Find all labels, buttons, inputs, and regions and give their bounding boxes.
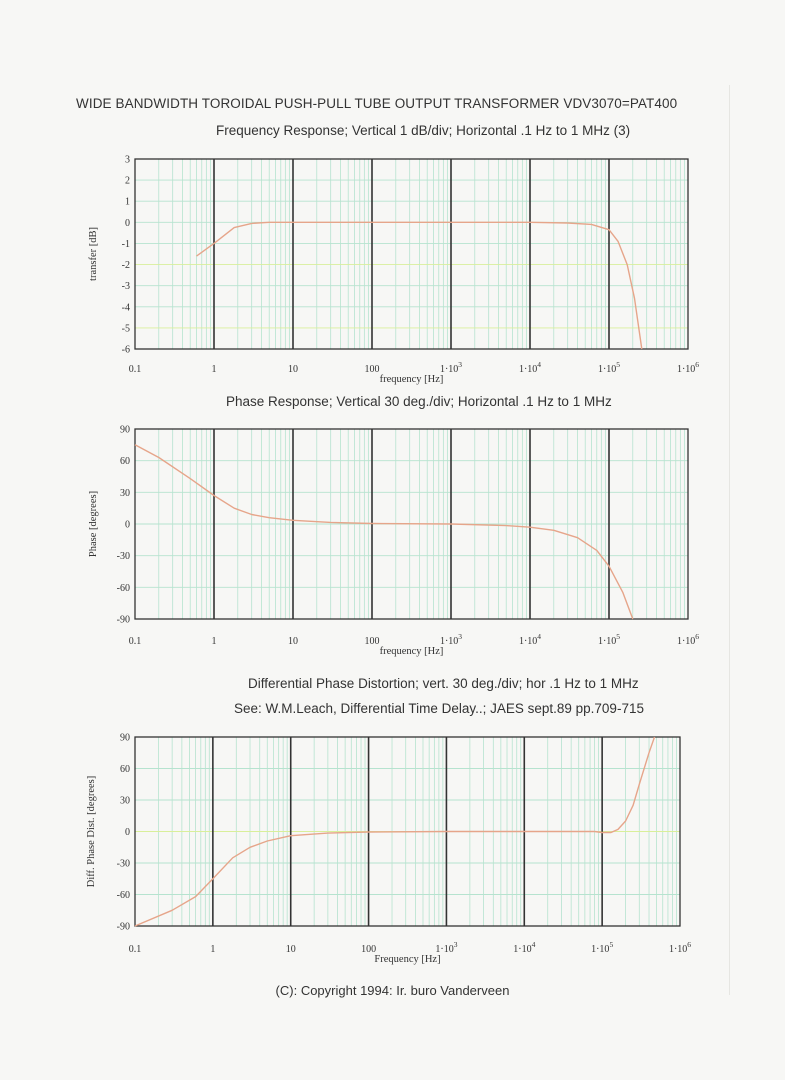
- x-tick-label: 0.1: [129, 636, 142, 647]
- y-tick-label: 3: [125, 155, 130, 166]
- y-tick-label: -60: [117, 583, 130, 594]
- y-tick-label: -30: [117, 551, 130, 562]
- y-axis-label: transfer [dB]: [88, 227, 99, 281]
- chart-1-title: Frequency Response; Vertical 1 dB/div; H…: [216, 123, 631, 138]
- x-tick-label: 0.1: [129, 364, 142, 375]
- y-tick-label: -90: [117, 922, 130, 933]
- x-tick-label: 1·103: [440, 360, 462, 375]
- y-tick-label: -30: [117, 859, 130, 870]
- y-tick-label: 60: [120, 456, 130, 467]
- chart-3-subtitle: See: W.M.Leach, Differential Time Delay.…: [234, 701, 644, 716]
- x-tick-label: 1·105: [598, 632, 620, 647]
- y-tick-label: 90: [120, 425, 130, 436]
- x-tick-label: 1·104: [519, 360, 541, 375]
- y-tick-label: 30: [120, 796, 130, 807]
- x-tick-label: 100: [365, 364, 380, 375]
- x-tick-label: 1·106: [677, 632, 699, 647]
- x-tick-label: 10: [288, 364, 298, 375]
- y-tick-label: -1: [122, 239, 130, 250]
- x-axis-label: frequency [Hz]: [380, 646, 444, 657]
- x-tick-label: 1: [212, 636, 217, 647]
- y-tick-label: -5: [122, 323, 130, 334]
- y-tick-label: 60: [120, 764, 130, 775]
- plot-frame: [134, 428, 689, 620]
- x-tick-label: 1·103: [435, 940, 457, 955]
- x-tick-label: 1·106: [669, 940, 691, 955]
- y-tick-label: 0: [125, 520, 130, 531]
- x-tick-label: 1·105: [591, 940, 613, 955]
- copyright-text: (C): Copyright 1994: Ir. buro Vanderveen: [275, 983, 510, 998]
- x-tick-label: 100: [365, 636, 380, 647]
- x-tick-label: 1·104: [519, 632, 541, 647]
- y-tick-label: -60: [117, 890, 130, 901]
- plot-frame: [134, 736, 681, 927]
- x-tick-label: 1: [212, 364, 217, 375]
- x-tick-label: 0.1: [129, 944, 142, 955]
- y-tick-label: -4: [122, 302, 130, 313]
- series-line: [196, 221, 643, 350]
- x-tick-label: 10: [288, 636, 298, 647]
- y-tick-label: 0: [125, 218, 130, 229]
- differential-phase-chart: 90 60 30 0 -30 -60 -90 0.1 1 10 100 1·103 1·104 1·105…: [86, 733, 691, 966]
- x-tick-label: 1: [210, 944, 215, 955]
- y-tick-label: -3: [122, 281, 130, 292]
- y-tick-label: 30: [120, 488, 130, 499]
- page-title: WIDE BANDWIDTH TOROIDAL PUSH-PULL TUBE O…: [76, 96, 678, 111]
- y-axis-label: Diff. Phase Dist. [degrees]: [86, 776, 97, 888]
- plot-frame: [134, 158, 689, 350]
- y-tick-label: -6: [122, 345, 130, 356]
- series-line: [134, 444, 634, 620]
- series-line: [134, 736, 656, 927]
- y-axis-label: Phase [degrees]: [88, 491, 99, 557]
- x-tick-label: 1·104: [513, 940, 535, 955]
- x-tick-label: 1·106: [677, 360, 699, 375]
- y-tick-label: 90: [120, 733, 130, 744]
- y-tick-label: 1: [125, 197, 130, 208]
- y-tick-label: 0: [125, 827, 130, 838]
- x-tick-label: 10: [286, 944, 296, 955]
- y-tick-label: 2: [125, 176, 130, 187]
- x-tick-label: 100: [361, 944, 376, 955]
- x-tick-label: 1·105: [598, 360, 620, 375]
- x-axis-label: Frequency [Hz]: [374, 954, 440, 965]
- scan-edge: [729, 85, 730, 995]
- phase-response-chart: 90 60 30 0 -30 -60 -90 0.1 1 10 100 1·103 1·104 1·105…: [88, 425, 699, 658]
- x-tick-label: 1·103: [440, 632, 462, 647]
- chart-3-title: Differential Phase Distortion; vert. 30 …: [248, 676, 639, 691]
- y-tick-label: -90: [117, 615, 130, 626]
- chart-2-title: Phase Response; Vertical 30 deg./div; Ho…: [226, 394, 612, 409]
- y-tick-label: -2: [122, 260, 130, 271]
- x-axis-label: frequency [Hz]: [380, 374, 444, 385]
